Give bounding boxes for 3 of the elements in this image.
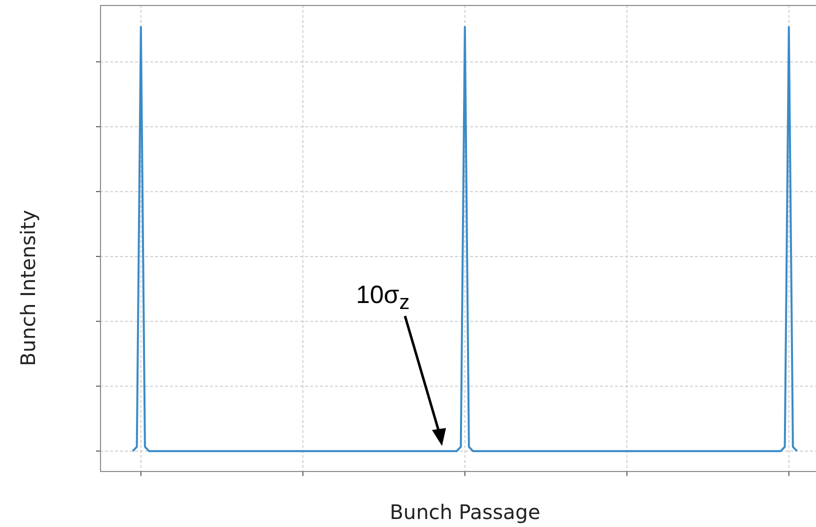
x-axis-title: Bunch Passage (390, 500, 540, 524)
annotation: 10σ$_{z}$ (356, 281, 410, 315)
y-axis-title: Bunch Intensity (16, 210, 40, 366)
